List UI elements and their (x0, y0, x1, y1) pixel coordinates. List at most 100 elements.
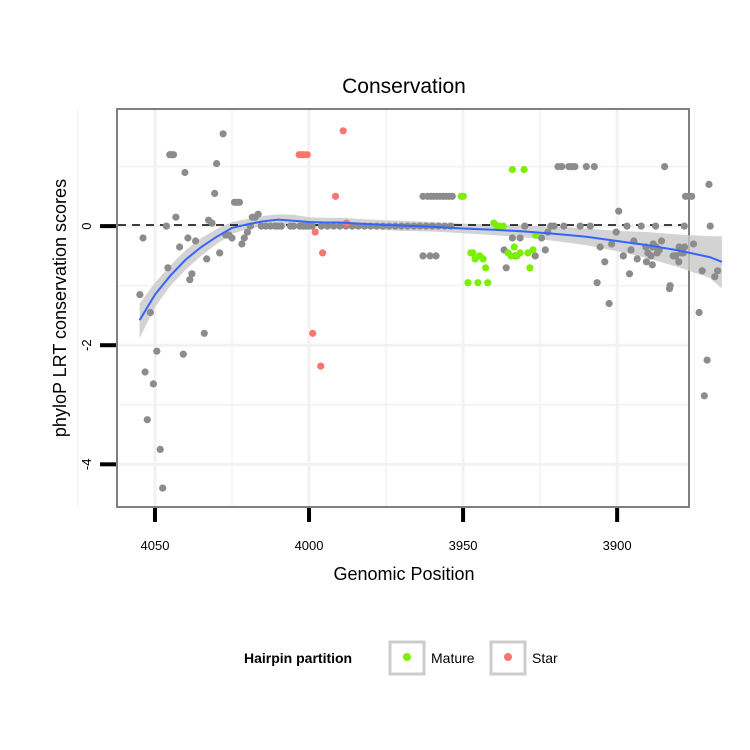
point-other (176, 243, 184, 251)
point-other (586, 222, 594, 230)
point-other (615, 207, 623, 215)
smooth-line (138, 218, 723, 321)
point-mature (469, 249, 477, 257)
point-other (172, 213, 180, 221)
point-mature (520, 165, 528, 174)
point-other (156, 445, 164, 453)
point-other (238, 240, 246, 248)
plot-panel (116, 108, 690, 508)
point-other (647, 252, 655, 260)
point-other (590, 163, 598, 171)
point-other (648, 261, 656, 269)
point-other (162, 222, 170, 230)
point-other (240, 234, 248, 242)
point-other (652, 222, 660, 230)
point-star (317, 362, 325, 370)
point-other (571, 163, 579, 171)
x-axis-title: Genomic Position (333, 564, 474, 584)
y-tick-label: 0 (79, 222, 94, 229)
x-tick-label: 3900 (603, 538, 632, 553)
point-other (169, 151, 178, 159)
point-other (254, 210, 262, 218)
point-mature (482, 264, 490, 272)
point-other (695, 308, 703, 317)
point-other (637, 222, 645, 230)
point-other (619, 252, 627, 260)
point-other (700, 392, 708, 400)
point-other (508, 234, 516, 242)
point-mature (479, 255, 487, 263)
chart-title: Conservation (342, 75, 466, 98)
point-other (323, 222, 332, 230)
point-mature (507, 252, 515, 260)
point-other (521, 222, 529, 230)
point-other (612, 228, 620, 236)
point-other (593, 279, 601, 287)
point-other (642, 258, 651, 266)
point-other (426, 252, 434, 260)
point-other (538, 234, 546, 242)
legend-key-mature (388, 640, 426, 676)
point-other (657, 237, 666, 245)
point-other (623, 222, 631, 230)
point-other (689, 240, 698, 248)
point-other (703, 356, 711, 364)
point-other (675, 243, 683, 251)
point-other (625, 270, 634, 278)
point-other (235, 198, 243, 206)
point-other (179, 350, 187, 358)
legend-label-star: Star (532, 650, 558, 666)
point-star (339, 127, 347, 135)
point-other (186, 276, 194, 284)
point-other (184, 234, 192, 242)
point-other (143, 416, 151, 424)
point-other (139, 234, 147, 242)
point-other (308, 222, 316, 230)
point-other (441, 222, 449, 230)
point-mature (526, 264, 534, 272)
point-other (219, 130, 227, 138)
point-star (319, 249, 327, 257)
point-other (228, 234, 236, 242)
point-other (688, 192, 696, 200)
point-mature (529, 246, 537, 254)
point-other (141, 368, 149, 376)
x-tick-label: 4050 (141, 538, 170, 553)
point-other (714, 267, 722, 275)
point-other (159, 484, 167, 492)
point-other (203, 255, 211, 263)
point-other (698, 267, 706, 275)
point-mature (516, 249, 524, 257)
y-axis-title: phyloP LRT conservation scores (50, 179, 70, 437)
point-other (336, 222, 344, 230)
point-other (243, 228, 251, 236)
point-other (448, 192, 456, 200)
point-other (516, 234, 524, 242)
point-other (605, 299, 613, 308)
point-other (661, 163, 669, 171)
point-other (601, 258, 609, 266)
point-other (672, 252, 680, 260)
point-other (666, 282, 674, 290)
smooth-line-layer (138, 218, 723, 321)
point-other (608, 240, 616, 248)
point-other (330, 222, 338, 230)
point-other (705, 180, 713, 188)
legend-title: Hairpin partition (244, 650, 352, 666)
point-other (432, 252, 440, 260)
point-other (582, 163, 590, 171)
point-other (681, 243, 689, 251)
point-other (531, 252, 539, 260)
point-other (192, 237, 200, 245)
legend-swatch-star (504, 653, 512, 661)
point-star (309, 329, 317, 337)
point-other (188, 270, 196, 278)
point-other (633, 255, 641, 263)
point-other (181, 168, 189, 177)
point-star (303, 151, 311, 159)
point-other (558, 163, 566, 171)
legend-swatch-mature (403, 653, 411, 661)
point-other (560, 222, 568, 230)
legend: Hairpin partition Mature Star (244, 640, 558, 676)
